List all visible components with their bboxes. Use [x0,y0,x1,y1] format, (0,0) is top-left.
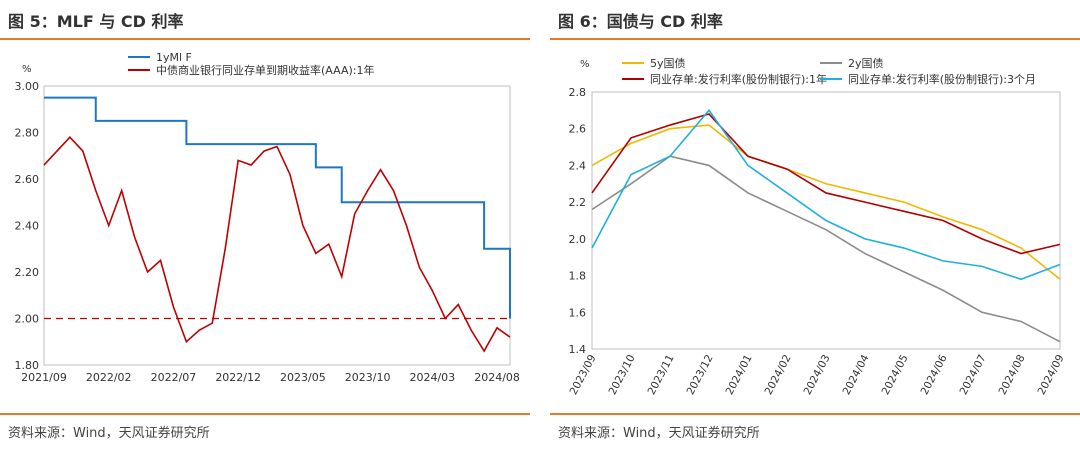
y-tick-label: 2.80 [15,127,40,140]
y-tick-label: 1.80 [15,359,40,372]
series-line [591,113,1061,255]
x-tick-label: 2023/05 [280,371,326,384]
x-tick-label: 2024/09 [1036,353,1067,397]
x-tick-label: 2022/02 [86,371,132,384]
y-tick-label: 1.4 [569,343,587,356]
source-note: 资料来源：Wind，天风证券研究所 [558,426,760,441]
x-tick-label: 2023/11 [646,353,677,397]
x-tick-label: 2024/05 [880,353,911,397]
y-tick-label: 2.00 [15,313,40,326]
source-note: 资料来源：Wind，天风证券研究所 [8,426,210,441]
x-tick-label: 2024/08 [474,371,520,384]
y-tick-label: 2.0 [569,233,587,246]
unit-label: % [580,59,590,70]
series-line [591,109,1061,281]
legend-label: 5y国债 [650,56,686,70]
x-tick-label: 2022/07 [151,371,197,384]
x-tick-label: 2023/10 [345,371,391,384]
y-tick-label: 2.40 [15,220,40,233]
x-tick-label: 2023/12 [685,353,716,397]
chart-title: 图 5：MLF 与 CD 利率 [8,12,184,31]
x-tick-label: 2024/01 [724,353,755,397]
y-tick-label: 2.6 [569,123,587,136]
mlf-cd-chart: % 1.80 2.00 2.20 2.40 2.60 2.80 3.00 2021/09 2022… [15,51,520,384]
y-tick-label: 2.20 [15,266,40,279]
x-tick-label: 2024/02 [763,353,794,397]
plot-frame [591,91,1061,350]
y-tick-label: 3.00 [15,80,40,93]
x-tick-label: 2022/12 [215,371,261,384]
series-line [591,124,1061,280]
x-tick-label: 2024/03 [802,353,833,397]
unit-label: % [22,64,32,75]
legend-label: 中债商业银行同业存单到期收益率(AAA):1年 [156,63,374,77]
title-divider [550,38,1080,40]
y-tick-label: 2.4 [569,159,587,172]
legend-label: 2y国债 [848,56,884,70]
x-tick-label: 2023/10 [607,353,638,397]
x-tick-label: 2024/03 [409,371,455,384]
title-divider [0,38,530,40]
source-divider [550,413,1080,415]
y-tick-label: 1.6 [569,306,587,319]
bond-cd-chart: % 1.4 1.6 1.8 2.0 2.2 2.4 2.6 2.8 2023/09 2023/10 2… [568,56,1067,397]
x-tick-label: 2024/06 [919,352,950,396]
y-tick-label: 2.60 [15,173,40,186]
x-tick-label: 2024/07 [958,353,989,397]
chart-panel-bond-cd: 图 6：国债与 CD 利率 % 1.4 1.6 1.8 2.0 2.2 2.4 2.6 2.8 2… [550,0,1080,450]
legend-label: 1yMl F [156,51,192,64]
plot-frame [43,85,511,366]
legend-label: 同业存单:发行利率(股份制银行):1年 [650,72,827,86]
y-tick-label: 2.8 [569,86,587,99]
x-tick-label: 2021/09 [21,371,67,384]
y-tick-label: 2.2 [569,196,587,209]
series-line [44,96,511,319]
x-tick-label: 2024/04 [841,352,872,396]
x-tick-label: 2024/08 [997,353,1028,397]
legend-label: 同业存单:发行利率(股份制银行):3个月 [848,72,1036,86]
chart-panel-mlf-cd: 图 5：MLF 与 CD 利率 % 1.80 2.00 2.20 2.40 2.60 2.8… [0,0,530,450]
source-divider [0,413,530,415]
y-tick-label: 1.8 [569,270,587,283]
x-tick-label: 2023/09 [568,353,599,397]
series-line [43,135,511,353]
chart-title: 图 6：国债与 CD 利率 [558,12,723,31]
